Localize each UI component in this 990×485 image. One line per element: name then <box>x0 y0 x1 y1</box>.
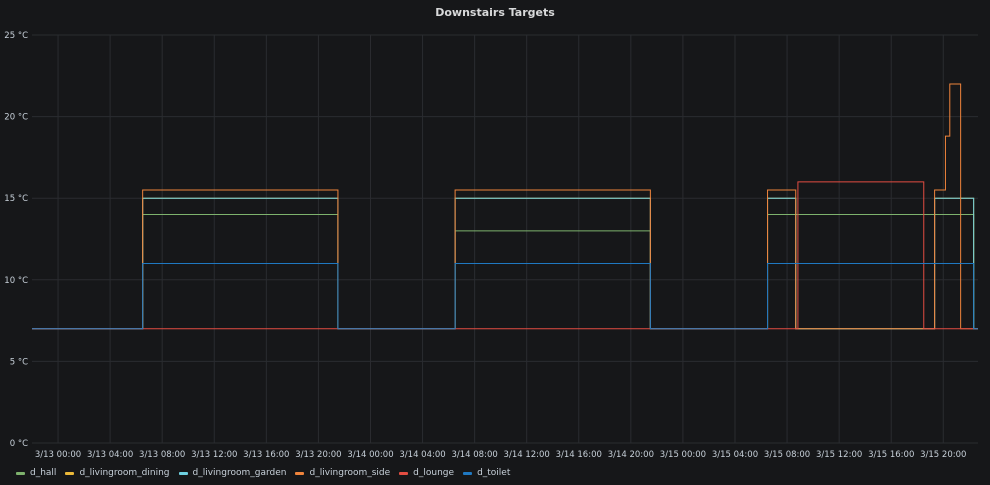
legend-label: d_lounge <box>413 468 455 478</box>
x-tick-label: 3/15 00:00 <box>660 450 706 460</box>
legend-swatch <box>16 471 25 475</box>
legend: d_hall d_livingroom_dining d_livingroom_ga… <box>16 466 519 480</box>
series-line-d-hall[interactable] <box>32 214 978 330</box>
y-tick-label: 20 °C <box>4 113 28 123</box>
legend-label: d_hall <box>30 468 57 478</box>
y-gridlines <box>32 34 978 444</box>
legend-item-d-livingroom-side[interactable]: d_livingroom_side <box>295 468 390 478</box>
x-tick-label: 3/15 12:00 <box>816 450 862 460</box>
x-tick-label: 3/13 16:00 <box>243 450 289 460</box>
x-tick-label: 3/13 12:00 <box>191 450 237 460</box>
x-tick-label: 3/14 04:00 <box>399 450 445 460</box>
x-tick-label: 3/14 12:00 <box>504 450 550 460</box>
x-tick-label: 3/15 16:00 <box>868 450 914 460</box>
x-tick-label: 3/15 04:00 <box>712 450 758 460</box>
x-tick-label: 3/14 08:00 <box>451 450 497 460</box>
y-axis-tick-labels: 0 °C 5 °C 10 °C 15 °C 20 °C 25 °C <box>4 31 28 449</box>
legend-label: d_livingroom_dining <box>79 468 170 478</box>
x-tick-label: 3/13 00:00 <box>35 450 81 460</box>
x-tick-label: 3/15 20:00 <box>920 450 966 460</box>
legend-item-d-livingroom-dining[interactable]: d_livingroom_dining <box>65 468 170 478</box>
legend-swatch <box>399 471 409 475</box>
y-tick-label: 25 °C <box>4 31 28 41</box>
legend-label: d_livingroom_garden <box>192 468 287 478</box>
legend-item-d-lounge[interactable]: d_lounge <box>399 468 454 478</box>
y-tick-label: 10 °C <box>4 276 28 286</box>
y-tick-label: 5 °C <box>10 357 28 367</box>
legend-label: d_toilet <box>477 468 511 478</box>
x-tick-label: 3/13 04:00 <box>87 450 133 460</box>
series-line-d-lounge[interactable] <box>32 181 978 330</box>
y-tick-label: 0 °C <box>10 439 28 449</box>
series-lines <box>32 83 978 330</box>
legend-label: d_livingroom_side <box>309 468 391 478</box>
x-tick-label: 3/13 08:00 <box>139 450 185 460</box>
legend-swatch <box>463 471 473 475</box>
x-axis-tick-labels: 3/13 00:00 3/13 04:00 3/13 08:00 3/13 12:00… <box>35 450 967 460</box>
x-tick-label: 3/14 00:00 <box>347 450 393 460</box>
series-line-d-toilet[interactable] <box>32 262 978 330</box>
legend-item-d-hall[interactable]: d_hall <box>16 468 56 478</box>
series-line-d-livingroom-side[interactable] <box>32 83 978 330</box>
x-tick-label: 3/14 20:00 <box>608 450 654 460</box>
x-tick-label: 3/15 08:00 <box>764 450 810 460</box>
panel-title[interactable]: Downstairs Targets <box>435 6 555 19</box>
x-gridlines <box>57 35 944 443</box>
legend-item-d-toilet[interactable]: d_toilet <box>463 468 510 478</box>
legend-swatch <box>65 471 75 475</box>
x-tick-label: 3/13 20:00 <box>295 450 341 460</box>
legend-swatch <box>178 471 188 475</box>
legend-item-d-livingroom-garden[interactable]: d_livingroom_garden <box>178 468 287 478</box>
legend-swatch <box>295 471 305 475</box>
y-tick-label: 15 °C <box>4 194 28 204</box>
x-tick-label: 3/14 16:00 <box>556 450 602 460</box>
